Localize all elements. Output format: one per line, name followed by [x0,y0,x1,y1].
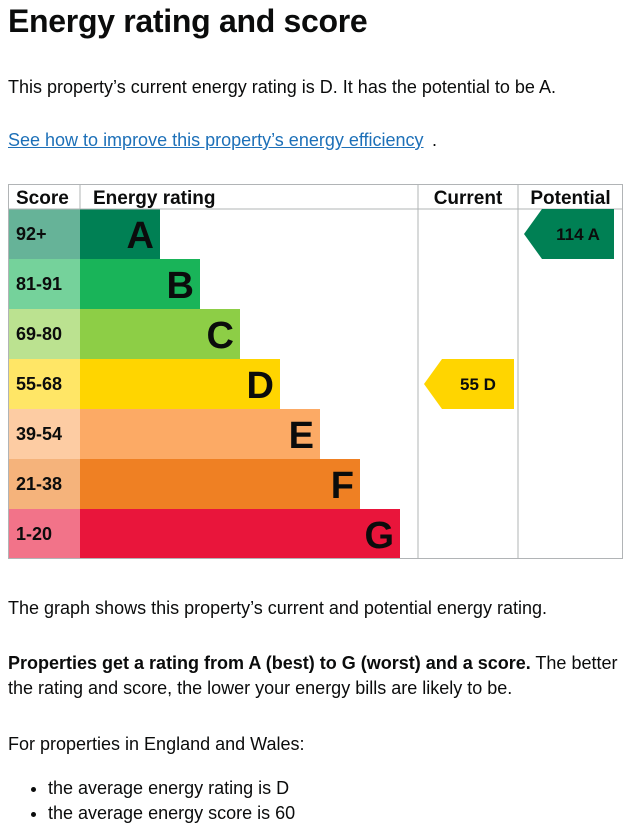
rating-explanation-bold: Properties get a rating from A (best) to… [8,653,531,673]
page-title: Energy rating and score [8,3,368,39]
score-cell-f [8,459,80,509]
score-range-f: 21-38 [16,474,62,494]
band-letter-b: B [167,265,194,307]
averages-list: the average energy rating is D the avera… [8,776,295,826]
band-bar-f [80,459,360,509]
score-cell-g [8,509,80,559]
band-letter-d: D [247,365,274,407]
band-bar-c [80,309,240,359]
band-letter-a: A [127,215,154,257]
band-letter-f: F [331,465,354,507]
improve-efficiency-link[interactable]: See how to improve this property’s energ… [8,130,424,150]
score-range-g: 1-20 [16,524,52,544]
score-cell-a [8,209,80,259]
averages-intro: For properties in England and Wales: [8,734,305,754]
current-rating-arrow [424,359,514,409]
band-bar-b [80,259,200,309]
score-range-e: 39-54 [16,424,62,444]
score-range-a: 92+ [16,224,47,244]
band-bar-e [80,409,320,459]
graph-description: The graph shows this property’s current … [8,598,547,618]
energy-rating-graph: Score Energy rating Current Potential 92+ A 81… [8,184,623,559]
rating-explanation: Properties get a rating from A (best) to… [8,651,623,701]
rating-explanation-rest: The better the rating and score, the low… [8,653,618,698]
band-bar-d [80,359,280,409]
band-letter-g: G [364,515,394,557]
score-cell-b [8,259,80,309]
header-energy-rating: Energy rating [93,188,215,209]
score-range-d: 55-68 [16,374,62,394]
potential-rating-arrow [524,209,614,259]
header-potential: Potential [530,188,610,209]
list-item: the average energy rating is D [48,776,295,801]
score-range-b: 81-91 [16,274,62,294]
link-suffix: . [432,130,438,150]
band-bar-a [80,209,160,259]
current-rating-label: 55 D [460,375,496,394]
score-cell-c [8,309,80,359]
header-score: Score [16,188,69,209]
graph-border [8,184,623,559]
band-letter-e: E [289,415,314,457]
list-item: the average energy score is 60 [48,801,295,826]
score-range-c: 69-80 [16,324,62,344]
rating-summary: This property’s current energy rating is… [8,77,556,97]
band-bar-g [80,509,400,559]
score-cell-d [8,359,80,409]
header-current: Current [434,188,503,209]
potential-rating-label: 114 A [556,225,600,244]
score-cell-e [8,409,80,459]
band-letter-c: C [207,315,234,357]
